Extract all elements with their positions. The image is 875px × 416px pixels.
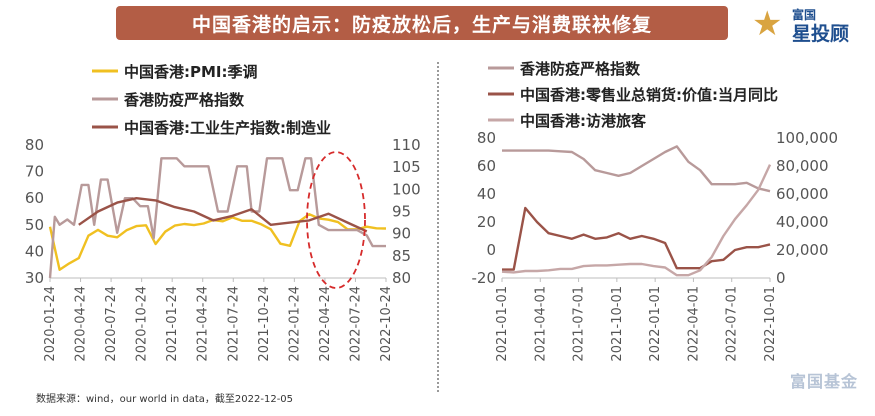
left-chart-legend-label-industrial: 中国香港:工业生产指数:制造业 (124, 119, 331, 137)
left-chart-right-tick-label: 100 (392, 180, 421, 198)
left-chart-series-stringency (48, 157, 386, 279)
right-chart-x-tick-label: 2022-07-01 (725, 286, 740, 362)
brand-logo: ★ 富国 星投顾 (752, 4, 870, 45)
right-chart-left-tick-label: -20 (472, 269, 497, 287)
right-chart-right-tick-label: 80,000 (776, 157, 829, 175)
logo-top-text: 富国 (792, 8, 817, 22)
right-chart-legend-label-retail: 中国香港:零售业总销货:价值:当月同比 (520, 86, 778, 104)
left-chart-x-tick-label: 2020-01-24 (43, 286, 58, 362)
right-chart-x-tick-label: 2022-10-01 (763, 286, 778, 362)
left-chart-right-tick-label: 85 (392, 247, 411, 265)
right-chart-left-tick-label: 0 (486, 241, 496, 259)
left-chart-left-tick-label: 30 (25, 269, 44, 287)
left-chart-series-industrial (78, 197, 368, 233)
left-chart-x-tick-label: 2021-04-24 (196, 286, 211, 362)
right-chart-legend-label-visitors: 中国香港:访港旅客 (520, 112, 647, 130)
left-chart-series-pmi (48, 213, 387, 271)
right-chart-legend-label-stringency: 香港防疫严格指数 (520, 60, 641, 78)
right-chart-right-tick-label: 20,000 (776, 241, 829, 259)
data-source-note: 数据来源：wind，our world in data，截至2022-12-05 (36, 394, 294, 405)
right-chart-left-tick-label: 60 (477, 157, 496, 175)
right-chart-right-tick-label: 0 (776, 269, 786, 287)
left-chart-x-tick-label: 2021-01-24 (165, 286, 180, 362)
left-chart-right-tick-label: 110 (392, 136, 421, 154)
logo-main-text: 星投顾 (792, 23, 850, 45)
star-icon: ★ (752, 4, 783, 44)
left-chart-right-tick-label: 105 (392, 158, 421, 176)
left-chart-x-tick-label: 2022-07-24 (348, 286, 363, 362)
left-chart-x-tick-label: 2022-01-24 (287, 286, 302, 362)
left-chart-right-tick-label: 90 (392, 225, 411, 243)
left-chart-x-tick-label: 2020-10-24 (135, 286, 150, 362)
left-chart-x-tick-label: 2021-07-24 (226, 286, 241, 362)
left-chart-right-tick-label: 95 (392, 203, 411, 221)
left-chart-x-tick-label: 2020-04-24 (74, 286, 89, 362)
left-chart-x-tick-label: 2021-10-24 (257, 286, 272, 362)
right-chart-right-tick-label: 40,000 (776, 213, 829, 231)
left-chart-right-tick-label: 80 (392, 269, 411, 287)
right-chart-series-visitors (501, 164, 772, 277)
right-chart-x-tick-label: 2021-01-01 (495, 286, 510, 362)
left-chart-highlight-ellipse (306, 151, 366, 289)
right-chart-x-tick-label: 2022-01-01 (648, 286, 663, 362)
left-chart-left-tick-label: 80 (25, 136, 44, 154)
left-chart-left-tick-label: 60 (25, 189, 44, 207)
right-chart-x-tick-label: 2021-04-01 (533, 286, 548, 362)
chart-title-banner: 中国香港的启示：防疫放松后，生产与消费联袂修复 (116, 6, 728, 40)
panel-divider (437, 62, 439, 392)
right-chart-left-tick-label: 40 (477, 185, 496, 203)
left-chart-legend-label-stringency: 香港防疫严格指数 (124, 91, 245, 109)
left-chart-x-tick-label: 2022-10-24 (379, 286, 394, 362)
watermark-text: 富国基金 (790, 372, 859, 391)
right-chart-left-tick-label: 80 (477, 129, 496, 147)
chart-title: 中国香港的启示：防疫放松后，生产与消费联袂修复 (191, 13, 652, 36)
right-chart-x-tick-label: 2022-04-01 (686, 286, 701, 362)
right-chart-series-retail (502, 206, 771, 271)
left-chart-left-tick-label: 50 (25, 216, 44, 234)
left-chart-x-tick-label: 2022-04-24 (318, 286, 333, 362)
right-chart-right-tick-label: 60,000 (776, 185, 829, 203)
right-chart-x-tick-label: 2021-10-01 (610, 286, 625, 362)
left-chart-legend-label-pmi: 中国香港:PMI:季调 (124, 63, 258, 81)
left-chart-x-tick-label: 2020-07-24 (104, 286, 119, 362)
left-chart-left-tick-label: 40 (25, 242, 44, 260)
right-chart-x-tick-label: 2021-07-01 (572, 286, 587, 362)
left-chart-left-tick-label: 70 (25, 163, 44, 181)
right-chart-right-tick-label: 100,000 (776, 129, 838, 147)
right-chart-left-tick-label: 20 (477, 213, 496, 231)
right-chart-series-stringency (502, 145, 771, 193)
